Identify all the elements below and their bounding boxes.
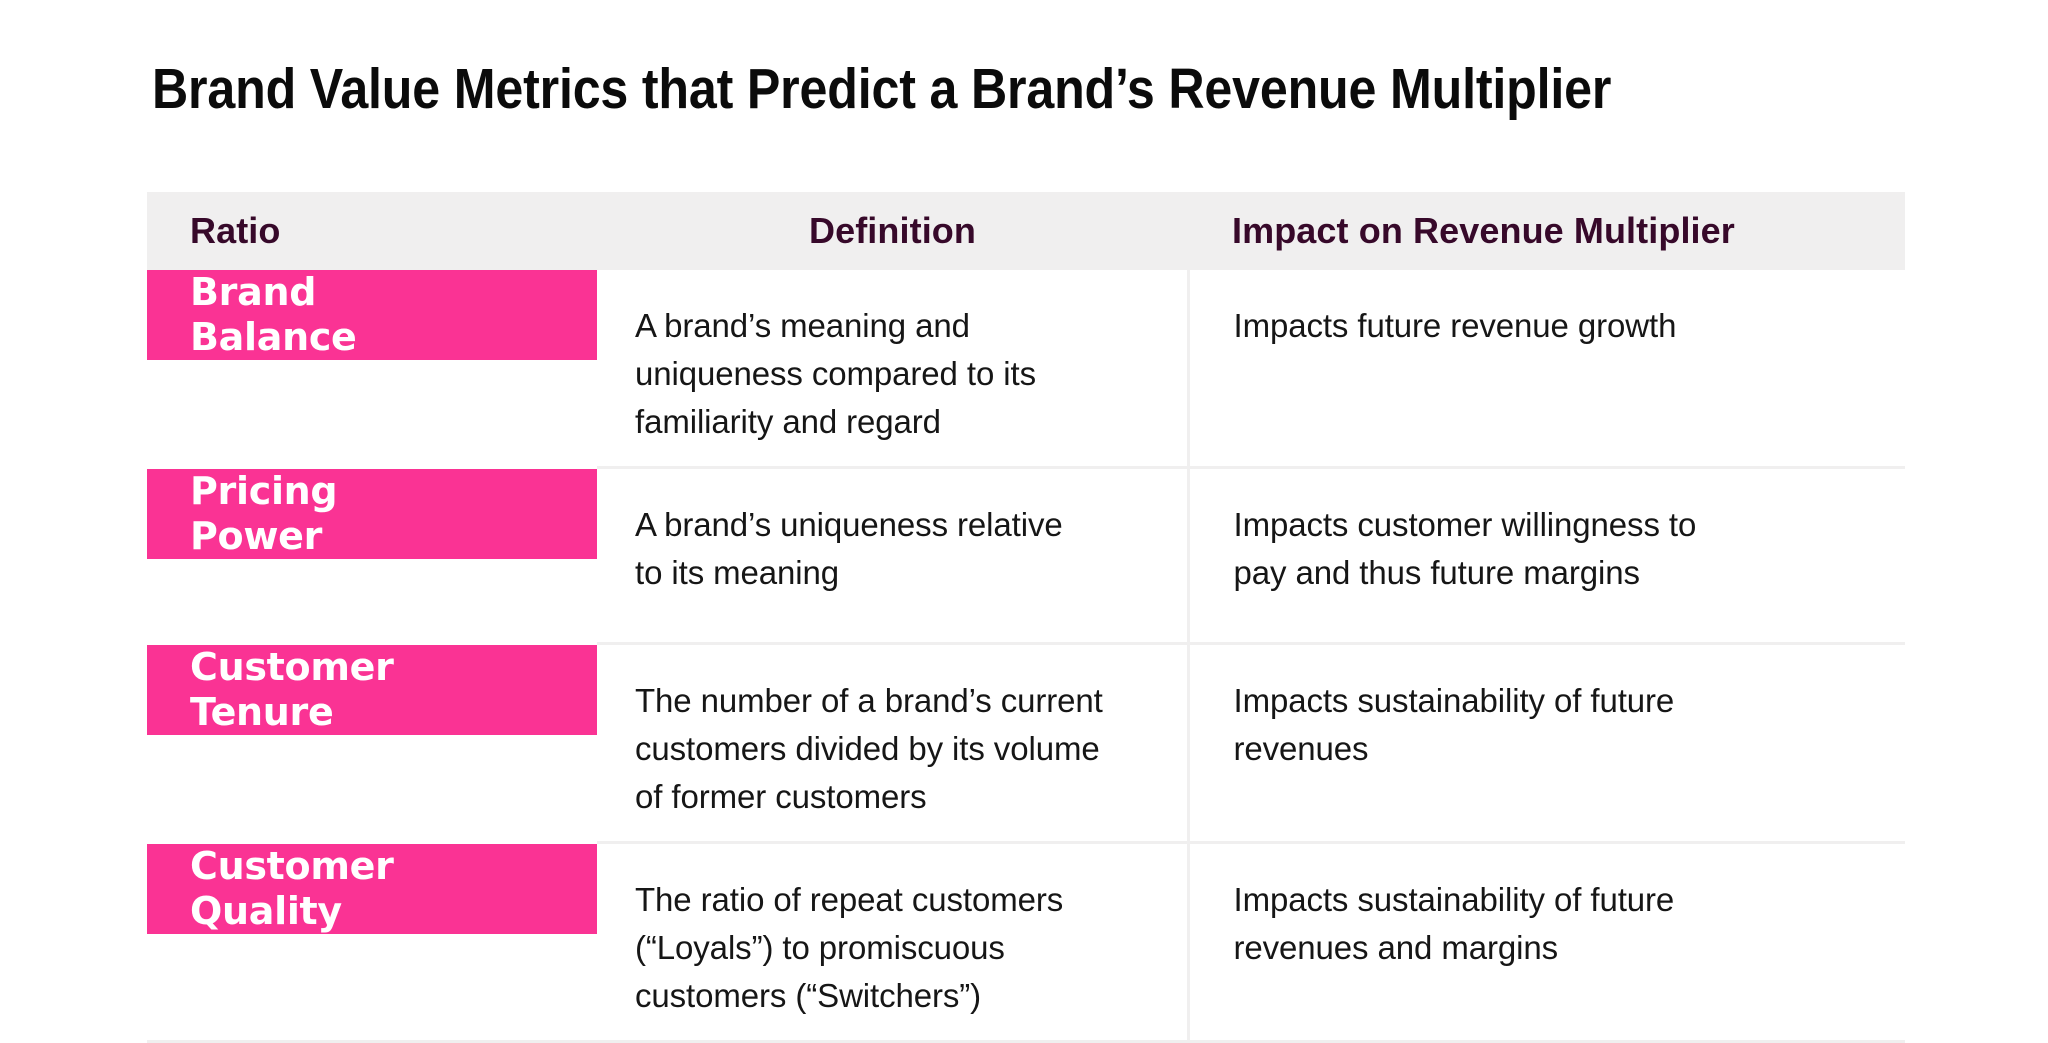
table-row: Customer Tenure The number of a brand’s … (147, 643, 1905, 844)
column-header-definition: Definition (597, 192, 1188, 270)
brand-value-metrics-table: Ratio Definition Impact on Revenue Multi… (147, 192, 1905, 1043)
definition-text: The number of a brand’s current customer… (635, 682, 1103, 815)
impact-cell: Impacts sustainability of future revenue… (1188, 643, 1905, 844)
impact-text: Impacts customer willingness to pay and … (1233, 506, 1697, 591)
impact-text: Impacts future revenue growth (1233, 307, 1677, 344)
impact-text: Impacts sustainability of future revenue… (1233, 881, 1675, 966)
impact-cell: Impacts future revenue growth (1188, 270, 1905, 469)
definition-cell: A brand’s meaning and uniqueness compare… (597, 270, 1190, 469)
impact-text: Impacts sustainability of future revenue… (1233, 682, 1675, 767)
definition-text: The ratio of repeat customers (“Loyals”)… (635, 881, 1064, 1014)
definition-cell: The number of a brand’s current customer… (597, 643, 1190, 844)
ratio-badge: Pricing Power (147, 469, 597, 559)
ratio-label: Customer Quality (190, 844, 394, 933)
table-row: Brand Balance A brand’s meaning and uniq… (147, 270, 1905, 469)
impact-cell: Impacts sustainability of future revenue… (1188, 842, 1905, 1043)
ratio-label: Brand Balance (190, 270, 357, 359)
page-title: Brand Value Metrics that Predict a Brand… (152, 57, 1612, 121)
definition-text: A brand’s meaning and uniqueness compare… (635, 307, 1036, 440)
table-row: Pricing Power A brand’s uniqueness relat… (147, 467, 1905, 645)
ratio-cell: Customer Tenure (147, 643, 597, 844)
ratio-badge: Customer Tenure (147, 645, 597, 735)
ratio-badge: Brand Balance (147, 270, 597, 360)
impact-cell: Impacts customer willingness to pay and … (1188, 467, 1905, 645)
ratio-cell: Pricing Power (147, 467, 597, 645)
ratio-cell: Brand Balance (147, 270, 597, 469)
definition-cell: A brand’s uniqueness relative to its mea… (597, 467, 1190, 645)
ratio-badge: Customer Quality (147, 844, 597, 934)
table-header: Ratio Definition Impact on Revenue Multi… (147, 192, 1905, 270)
ratio-cell: Customer Quality (147, 842, 597, 1043)
table-header-row: Ratio Definition Impact on Revenue Multi… (147, 192, 1905, 270)
column-header-impact: Impact on Revenue Multiplier (1188, 192, 1905, 270)
definition-cell: The ratio of repeat customers (“Loyals”)… (597, 842, 1190, 1043)
table-body: Brand Balance A brand’s meaning and uniq… (147, 270, 1905, 1043)
table-row: Customer Quality The ratio of repeat cus… (147, 842, 1905, 1043)
definition-text: A brand’s uniqueness relative to its mea… (635, 506, 1063, 591)
ratio-label: Pricing Power (190, 469, 338, 558)
ratio-label: Customer Tenure (190, 645, 394, 734)
column-header-ratio: Ratio (147, 192, 597, 270)
